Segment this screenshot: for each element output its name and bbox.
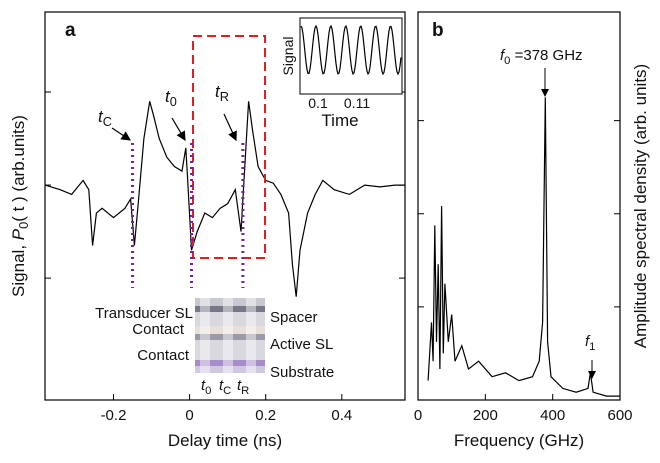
x-tick-label: 0.2 [255, 407, 276, 424]
y-label-post: ( t ) (arb.units) [9, 115, 28, 222]
schematic-right-label: Spacer [270, 309, 318, 326]
f1-label: f1 [585, 333, 595, 353]
panel-label: b [432, 20, 444, 41]
schematic-layer [195, 360, 265, 366]
marker-label: tR [215, 82, 229, 104]
x-tick-label: 0 [185, 407, 193, 424]
schematic-layer [195, 306, 265, 312]
f0-label-var: f [500, 47, 506, 64]
y-axis-label: Signal, P0( t ) (arb.units) [9, 115, 31, 297]
schematic-layer [195, 326, 265, 334]
y-label-pre: Signal, [9, 240, 28, 297]
marker-label-var: t [215, 82, 221, 101]
inset-tick-label: 0.11 [344, 95, 370, 111]
inset-signal [300, 24, 402, 76]
marker-label-sub: C [103, 114, 112, 129]
inset-y-label: Signal [280, 37, 296, 76]
y-label-sub: 0 [16, 222, 31, 229]
schematic-left-label: Contact [132, 321, 185, 338]
marker-label-var: t [98, 107, 104, 126]
schematic-layer [195, 366, 265, 373]
marker-label-var: t [165, 87, 171, 106]
inset-x-label: Time [321, 111, 358, 130]
panel-label: a [65, 20, 76, 41]
panel-b: 0 200 400 600 Frequency (GHz) b Amplitude spec… [414, 11, 650, 450]
schematic-layer [195, 298, 265, 306]
schematic-left-label: Transducer SL [95, 305, 193, 322]
schematic-pulse [223, 298, 233, 373]
x-tick-label: 0 [414, 407, 422, 424]
schematic-layer [195, 312, 265, 326]
schematic-time-label-sub: 0 [205, 385, 211, 397]
plot-frame [417, 11, 621, 401]
x-tick-label: -0.2 [101, 407, 127, 424]
schematic-time-label: t0 [201, 377, 211, 397]
schematic-layer [195, 340, 265, 360]
marker-label-sub: 0 [170, 94, 177, 109]
x-tick-label: 0.4 [331, 407, 352, 424]
schematic-right-label: Active SL [270, 336, 333, 353]
schematic-time-label: tR [237, 377, 249, 397]
x-axis-label: Delay time (ns) [168, 431, 282, 450]
f0-label-sub: 0 [504, 55, 510, 67]
y-axis-label: Amplitude spectral density (arb. units) [631, 64, 650, 348]
schematic-time-label-var: t [201, 377, 206, 394]
schematic-time-label-var: t [219, 377, 224, 394]
x-axis-label: Frequency (GHz) [454, 431, 584, 450]
f0-label: f0 =378 GHz [500, 47, 583, 67]
highlight-box [192, 35, 266, 259]
marker-arrow [111, 127, 131, 141]
marker-arrow [223, 113, 237, 142]
y-label-var: P [9, 228, 28, 240]
marker-label: tC [98, 107, 112, 129]
plot-frame [44, 11, 406, 401]
schematic-left-label: Contact [137, 347, 190, 364]
signal-line [427, 97, 620, 397]
f1-label-sub: 1 [589, 341, 595, 353]
f0-text: =378 GHz [510, 47, 582, 64]
x-tick-label: 200 [473, 407, 498, 424]
schematic-time-label: tC [219, 377, 231, 397]
schematic-pulse [246, 298, 256, 373]
signal-line [44, 101, 405, 297]
schematic-time-label-var: t [237, 377, 242, 394]
marker-label: t0 [165, 87, 177, 109]
f1-label-var: f [585, 333, 591, 350]
inset-tick-label: 0.1 [308, 95, 328, 111]
schematic-right-label: Substrate [270, 364, 334, 381]
schematic-layer [195, 334, 265, 340]
x-tick-label: 600 [607, 407, 632, 424]
marker-label-sub: R [220, 89, 229, 104]
marker-arrow [171, 117, 186, 142]
schematic-time-label-sub: R [241, 385, 249, 397]
x-tick-label: 400 [540, 407, 565, 424]
schematic-pulse [200, 298, 210, 373]
schematic-time-label-sub: C [223, 385, 231, 397]
